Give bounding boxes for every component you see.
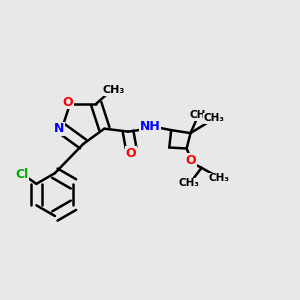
Text: O: O: [186, 154, 196, 167]
Text: CH₃: CH₃: [102, 85, 124, 95]
Text: N: N: [54, 122, 64, 135]
Text: O: O: [126, 147, 136, 160]
Text: CH₃: CH₃: [203, 113, 224, 123]
Text: Cl: Cl: [16, 169, 29, 182]
Text: CH₃: CH₃: [190, 110, 211, 120]
Text: O: O: [62, 96, 73, 109]
Text: CH₃: CH₃: [209, 173, 230, 183]
Text: NH: NH: [140, 120, 161, 133]
Text: CH₃: CH₃: [178, 178, 200, 188]
